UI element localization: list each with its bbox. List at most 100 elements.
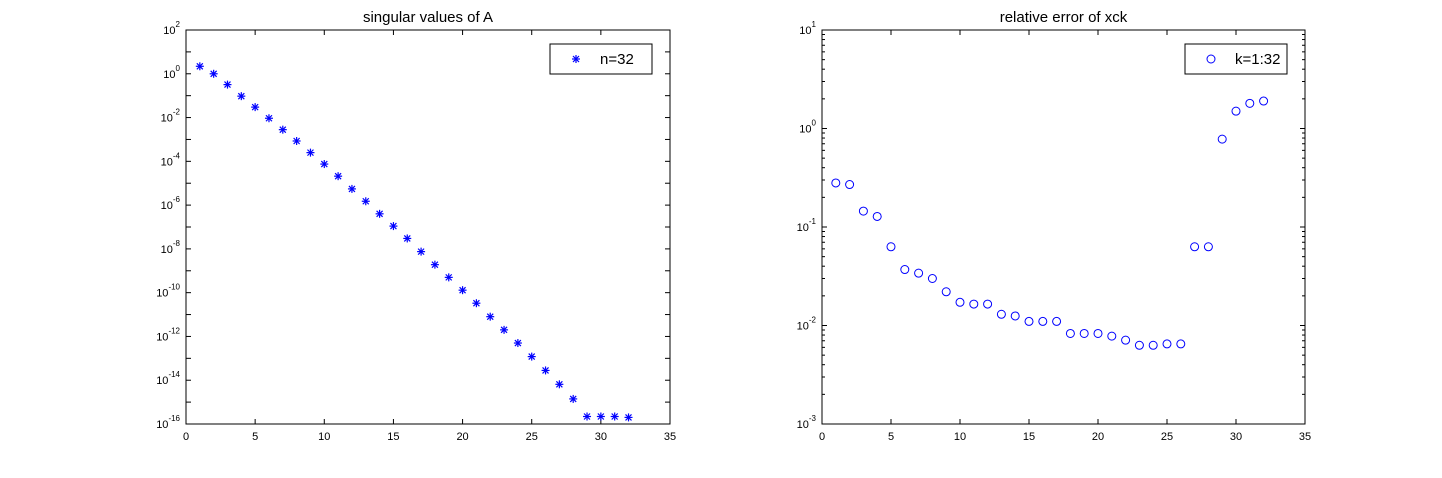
x-tick-label: 10 <box>318 431 330 443</box>
data-point-stroke <box>500 326 508 334</box>
data-point <box>596 412 605 421</box>
data-point <box>845 180 855 190</box>
data-point-stroke <box>459 286 466 294</box>
data-point <box>458 286 467 295</box>
legend: n=32 <box>549 43 653 75</box>
y-tick-label: 100 <box>799 119 816 136</box>
chart-title: relative error of xck <box>1000 9 1128 26</box>
data-point-stroke <box>528 353 536 361</box>
chart-relative-error: relative error of xck 0 5 10 15 20 25 30 35 101 1… <box>797 9 1312 443</box>
data-point <box>361 197 370 206</box>
data-point <box>1010 311 1020 321</box>
data-point <box>1176 339 1186 349</box>
data-point-stroke <box>362 197 370 205</box>
data-point <box>1079 328 1089 338</box>
data-point <box>541 366 550 375</box>
data-point-stroke <box>237 92 245 100</box>
data-point <box>1038 316 1048 326</box>
data-point-stroke <box>307 149 314 157</box>
data-point <box>569 394 578 403</box>
data-point-stroke <box>472 299 480 307</box>
data-point-stroke <box>542 367 549 374</box>
data-point-stroke <box>625 413 632 421</box>
data-point-stroke <box>390 222 397 230</box>
x-tick-label: 25 <box>526 431 538 443</box>
x-tick-label: 0 <box>183 431 189 443</box>
y-tick-label: 10-10 <box>156 283 180 300</box>
data-point-stroke <box>376 210 384 218</box>
legend: k=1:32 <box>1184 43 1288 75</box>
data-point <box>914 268 924 278</box>
data-point <box>1148 340 1158 350</box>
data-point-stroke <box>555 380 563 388</box>
data-point-stroke <box>251 103 259 111</box>
x-tick-label: 0 <box>819 431 825 443</box>
data-point-stroke <box>279 126 287 134</box>
data-point <box>900 265 910 275</box>
data-point <box>1259 96 1269 106</box>
data-point <box>444 273 453 282</box>
data-point <box>1121 335 1131 345</box>
legend-label: k=1:32 <box>1235 51 1280 68</box>
data-point <box>347 184 356 193</box>
data-point-stroke <box>514 339 522 347</box>
data-point-stroke <box>486 313 494 321</box>
data-point <box>403 234 412 243</box>
legend-marker <box>1206 54 1216 64</box>
data-point <box>886 242 896 252</box>
data-point-stroke <box>293 137 301 145</box>
data-point <box>1052 316 1062 326</box>
legend-box <box>1184 43 1288 75</box>
chart-title: singular values of A <box>363 9 493 26</box>
data-point <box>1065 328 1075 338</box>
data-point <box>375 209 384 218</box>
data-point <box>264 114 273 123</box>
y-tick-label: 101 <box>799 20 816 37</box>
x-tick-label: 15 <box>387 431 399 443</box>
legend-marker-stroke <box>572 55 580 63</box>
data-point <box>1203 242 1213 252</box>
x-tick-label: 10 <box>954 431 966 443</box>
data-point <box>195 62 204 71</box>
data-point <box>624 413 633 422</box>
plot-area-frame <box>821 29 1306 425</box>
data-point <box>251 103 260 112</box>
data-point <box>320 160 329 169</box>
x-tick-label: 5 <box>252 431 258 443</box>
y-tick-label: 10-8 <box>161 239 181 256</box>
data-point <box>555 380 564 389</box>
data-point-stroke <box>417 248 425 256</box>
data-point <box>306 148 315 157</box>
y-tick-label: 10-3 <box>797 414 817 431</box>
data-point <box>472 299 481 308</box>
data-point <box>941 287 951 297</box>
data-point-stroke <box>334 172 342 180</box>
plot-area-frame <box>185 29 671 425</box>
data-point <box>927 274 937 284</box>
x-tick-label: 30 <box>595 431 607 443</box>
chart-singular-values: singular values of A 0 5 10 15 20 25 30 35 102 10… <box>156 9 676 443</box>
data-point <box>583 412 592 421</box>
x-tick-label: 20 <box>456 431 468 443</box>
data-point <box>334 172 343 181</box>
data-point-stroke <box>569 395 577 403</box>
data-point <box>292 136 301 145</box>
data-point-stroke <box>403 235 411 242</box>
data-point-stroke <box>348 185 356 193</box>
data-point <box>513 339 522 348</box>
data-point <box>872 211 882 221</box>
data-point <box>1217 134 1227 144</box>
legend-label: n=32 <box>600 51 634 68</box>
data-point <box>969 299 979 309</box>
data-point <box>1093 328 1103 338</box>
y-tick-label: 10-6 <box>161 195 181 212</box>
data-point <box>1190 242 1200 252</box>
data-point <box>1107 331 1117 341</box>
x-tick-label: 25 <box>1161 431 1173 443</box>
data-point <box>1245 98 1255 108</box>
data-point-stroke <box>265 114 273 122</box>
data-point <box>500 325 509 334</box>
y-tick-label: 10-16 <box>156 414 180 431</box>
data-point <box>223 80 232 89</box>
